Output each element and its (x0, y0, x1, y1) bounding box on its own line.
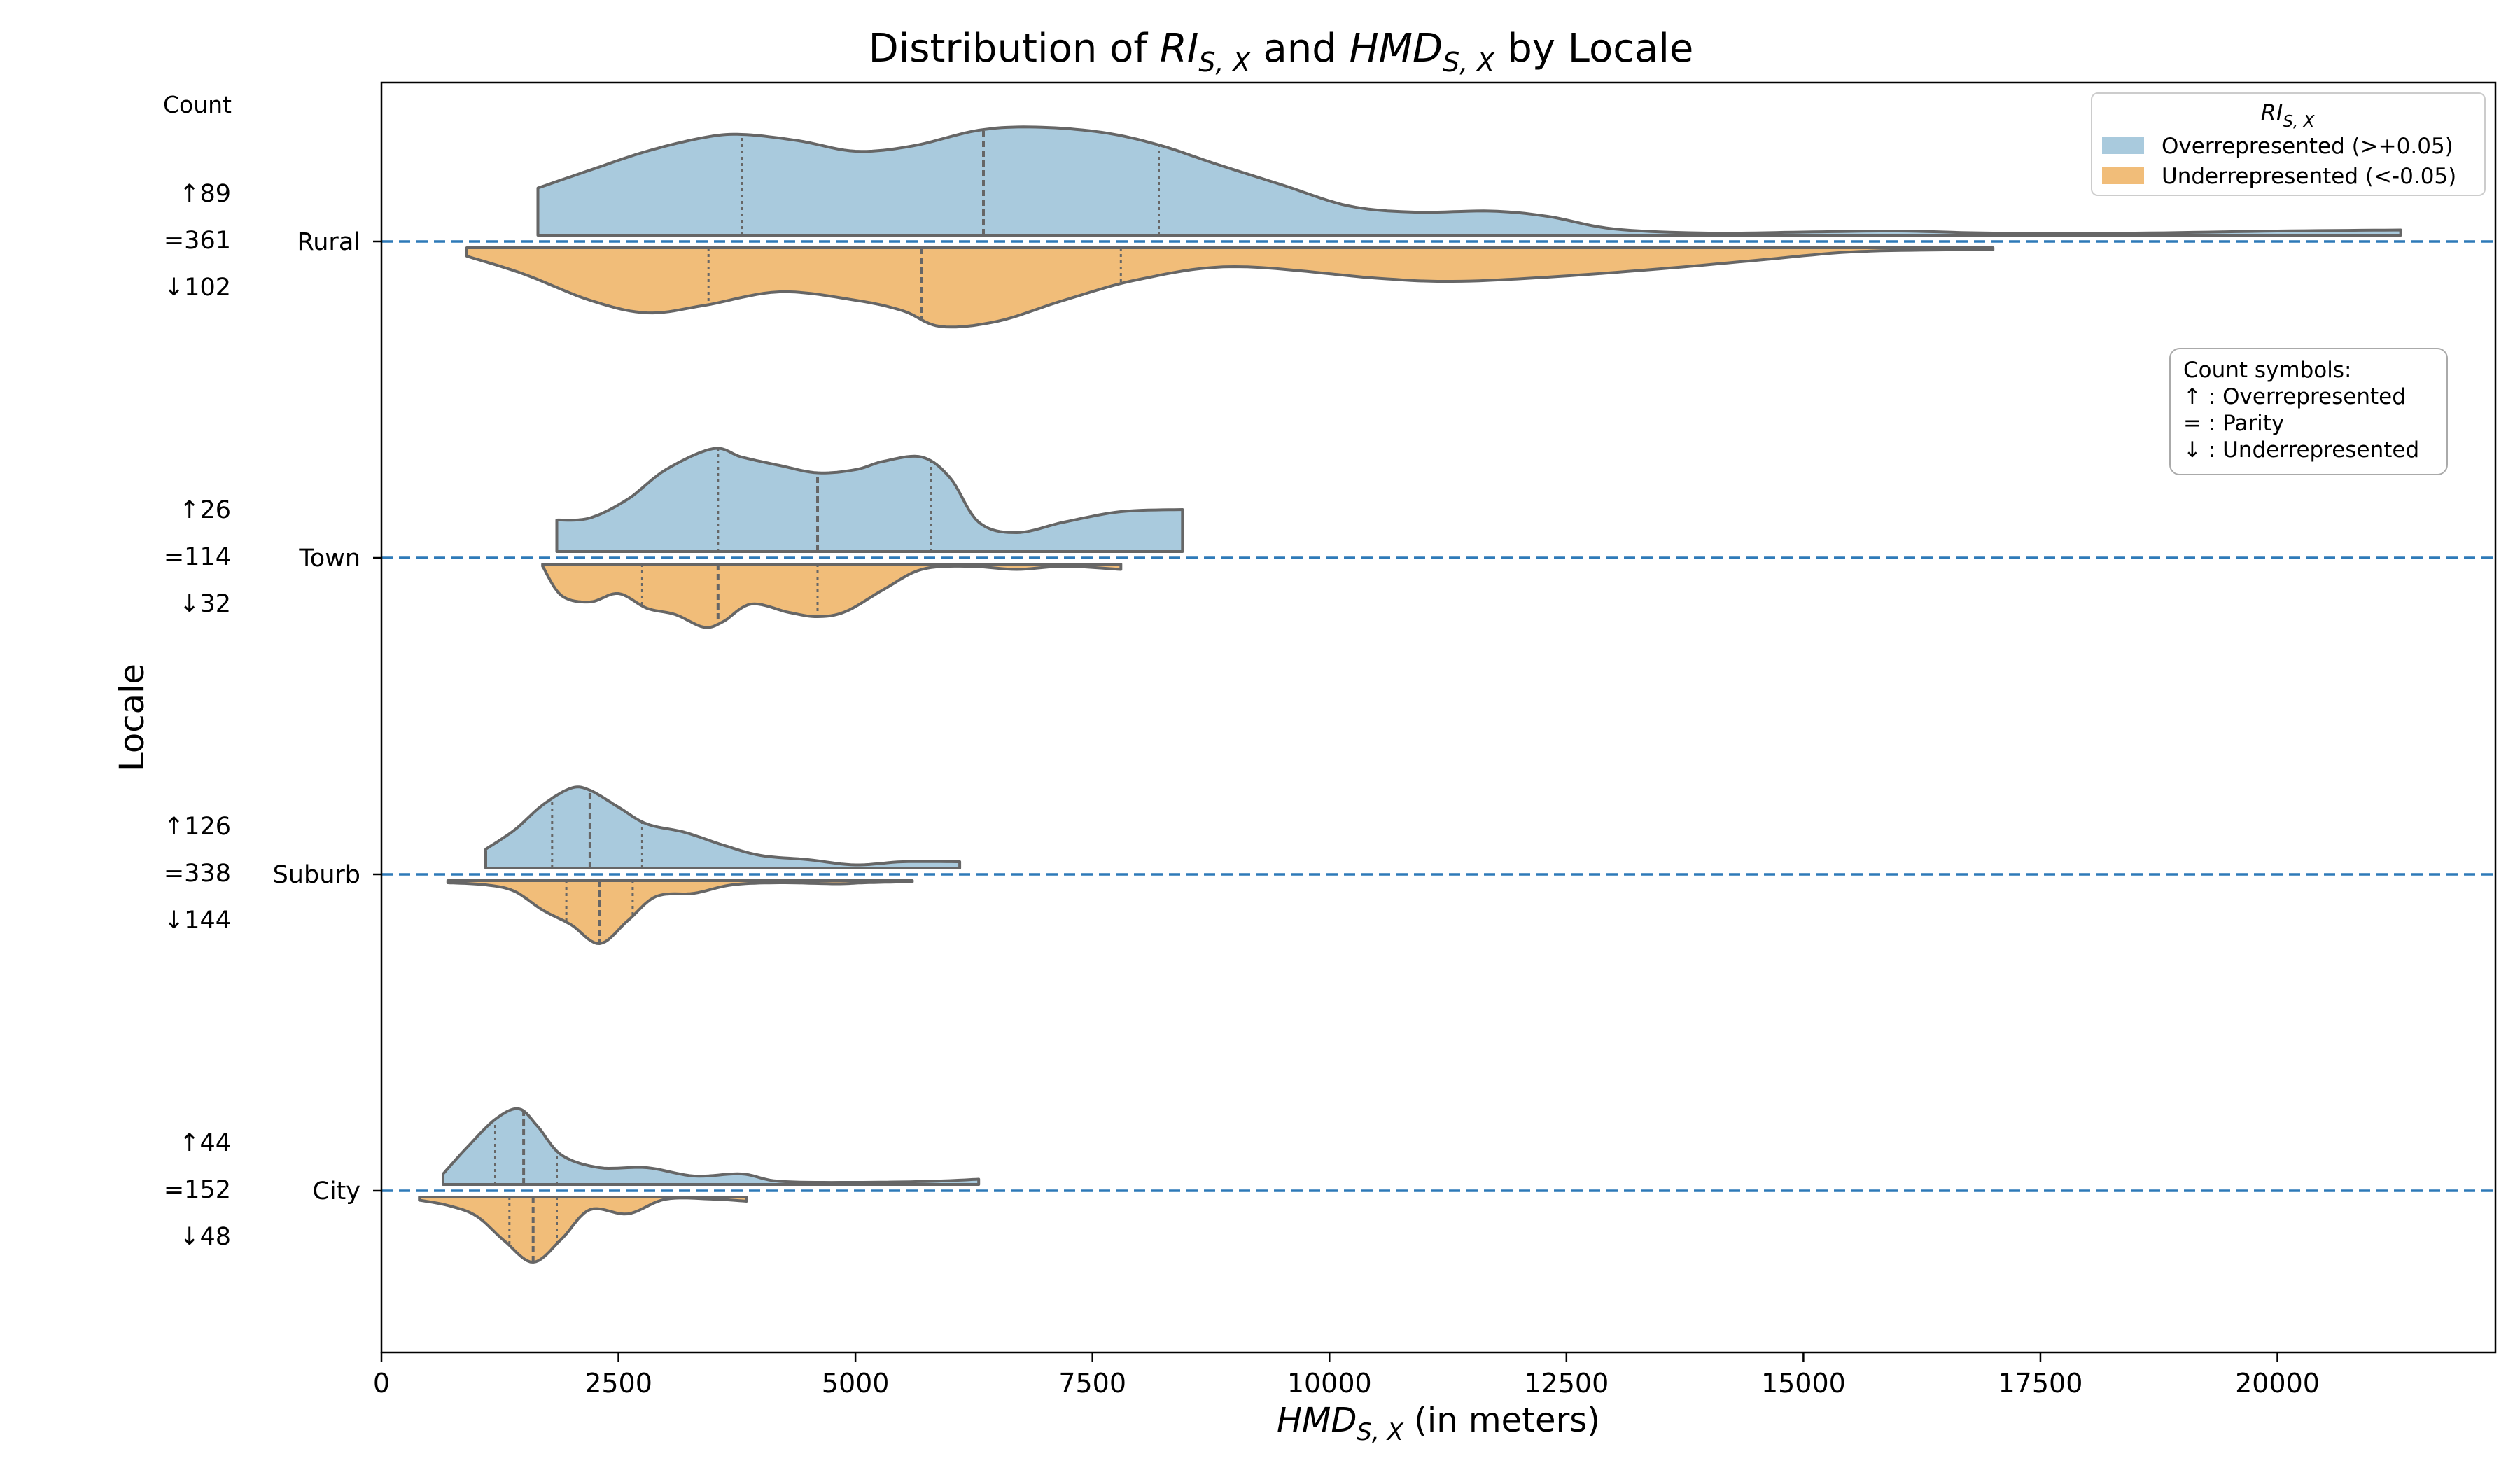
category-label-town: Town (298, 545, 360, 573)
count-symbols-line-over: ↑ : Overrepresented (2183, 384, 2406, 410)
violin-rural-under (465, 246, 1995, 329)
count-up-town: ↑26 (179, 496, 231, 524)
x-tick-label: 7500 (1058, 1368, 1126, 1399)
count-up-city: ↑44 (179, 1129, 231, 1157)
x-tick-label: 10000 (1287, 1368, 1372, 1399)
violin-rural-over (536, 125, 2402, 237)
category-label-city: City (312, 1177, 360, 1205)
violin-city-over (442, 1107, 981, 1186)
chart-title: Distribution of RIS, X and HMDS, X by Lo… (869, 26, 1694, 78)
legend-frame (2091, 92, 2486, 196)
legend-swatch-under (2102, 167, 2144, 184)
count-symbols-title: Count symbols: (2183, 358, 2351, 383)
count-eq-suburb: =338 (164, 860, 231, 888)
count-down-suburb: ↓144 (164, 906, 231, 934)
violin-suburb-over (484, 785, 962, 869)
y-axis-label: Locale (113, 664, 152, 771)
count-down-town: ↓32 (179, 590, 231, 618)
category-labels: Rural ↑89 =361 ↓102 Town ↑26 =114 ↓32 Suburb ↑126… (164, 180, 360, 1251)
count-eq-city: =152 (164, 1176, 231, 1204)
legend-label-under: Underrepresented (<-0.05) (2162, 164, 2456, 189)
count-header: Count (163, 91, 232, 118)
x-tick-label: 17500 (1998, 1368, 2083, 1399)
count-down-city: ↓48 (179, 1223, 231, 1251)
legend-label-over: Overrepresented (>+0.05) (2162, 134, 2454, 159)
count-symbols-frame (2169, 348, 2448, 475)
count-symbols-line-parity: = : Parity (2183, 411, 2284, 436)
x-tick-label: 12500 (1524, 1368, 1609, 1399)
count-up-suburb: ↑126 (164, 813, 231, 841)
x-tick-label: 0 (373, 1368, 390, 1399)
count-down-rural: ↓102 (164, 274, 231, 302)
legend-title: RIS, X (2261, 99, 2316, 131)
x-axis-ticks: 0 2500 5000 7500 10000 12500 15000 17500 20000 (373, 240, 2320, 1399)
legend: RIS, X Overrepresented (>+0.05) Underrep… (2091, 92, 2486, 196)
x-tick-label: 20000 (2235, 1368, 2320, 1399)
count-symbols-line-under: ↓ : Underrepresented (2183, 438, 2419, 463)
violin-town-over (555, 447, 1184, 553)
count-eq-rural: =361 (164, 227, 231, 255)
axes-frame (380, 81, 2497, 1354)
legend-swatch-over (2102, 137, 2144, 154)
count-up-rural: ↑89 (179, 180, 231, 208)
violin-town-under (541, 563, 1123, 629)
count-eq-town: =114 (164, 543, 231, 571)
plot-layer (382, 125, 2496, 1264)
x-tick-label: 5000 (822, 1368, 890, 1399)
x-tick-label: 15000 (1761, 1368, 1846, 1399)
x-tick-label: 2500 (584, 1368, 652, 1399)
x-axis-label: HMDS, X (in meters) (1277, 1401, 1600, 1446)
category-label-suburb: Suburb (273, 861, 360, 889)
count-symbols-box: Count symbols: ↑ : Overrepresented = : P… (2169, 348, 2448, 475)
violin-city-under (418, 1196, 748, 1264)
violin-suburb-under (446, 879, 914, 945)
category-label-rural: Rural (298, 228, 361, 256)
